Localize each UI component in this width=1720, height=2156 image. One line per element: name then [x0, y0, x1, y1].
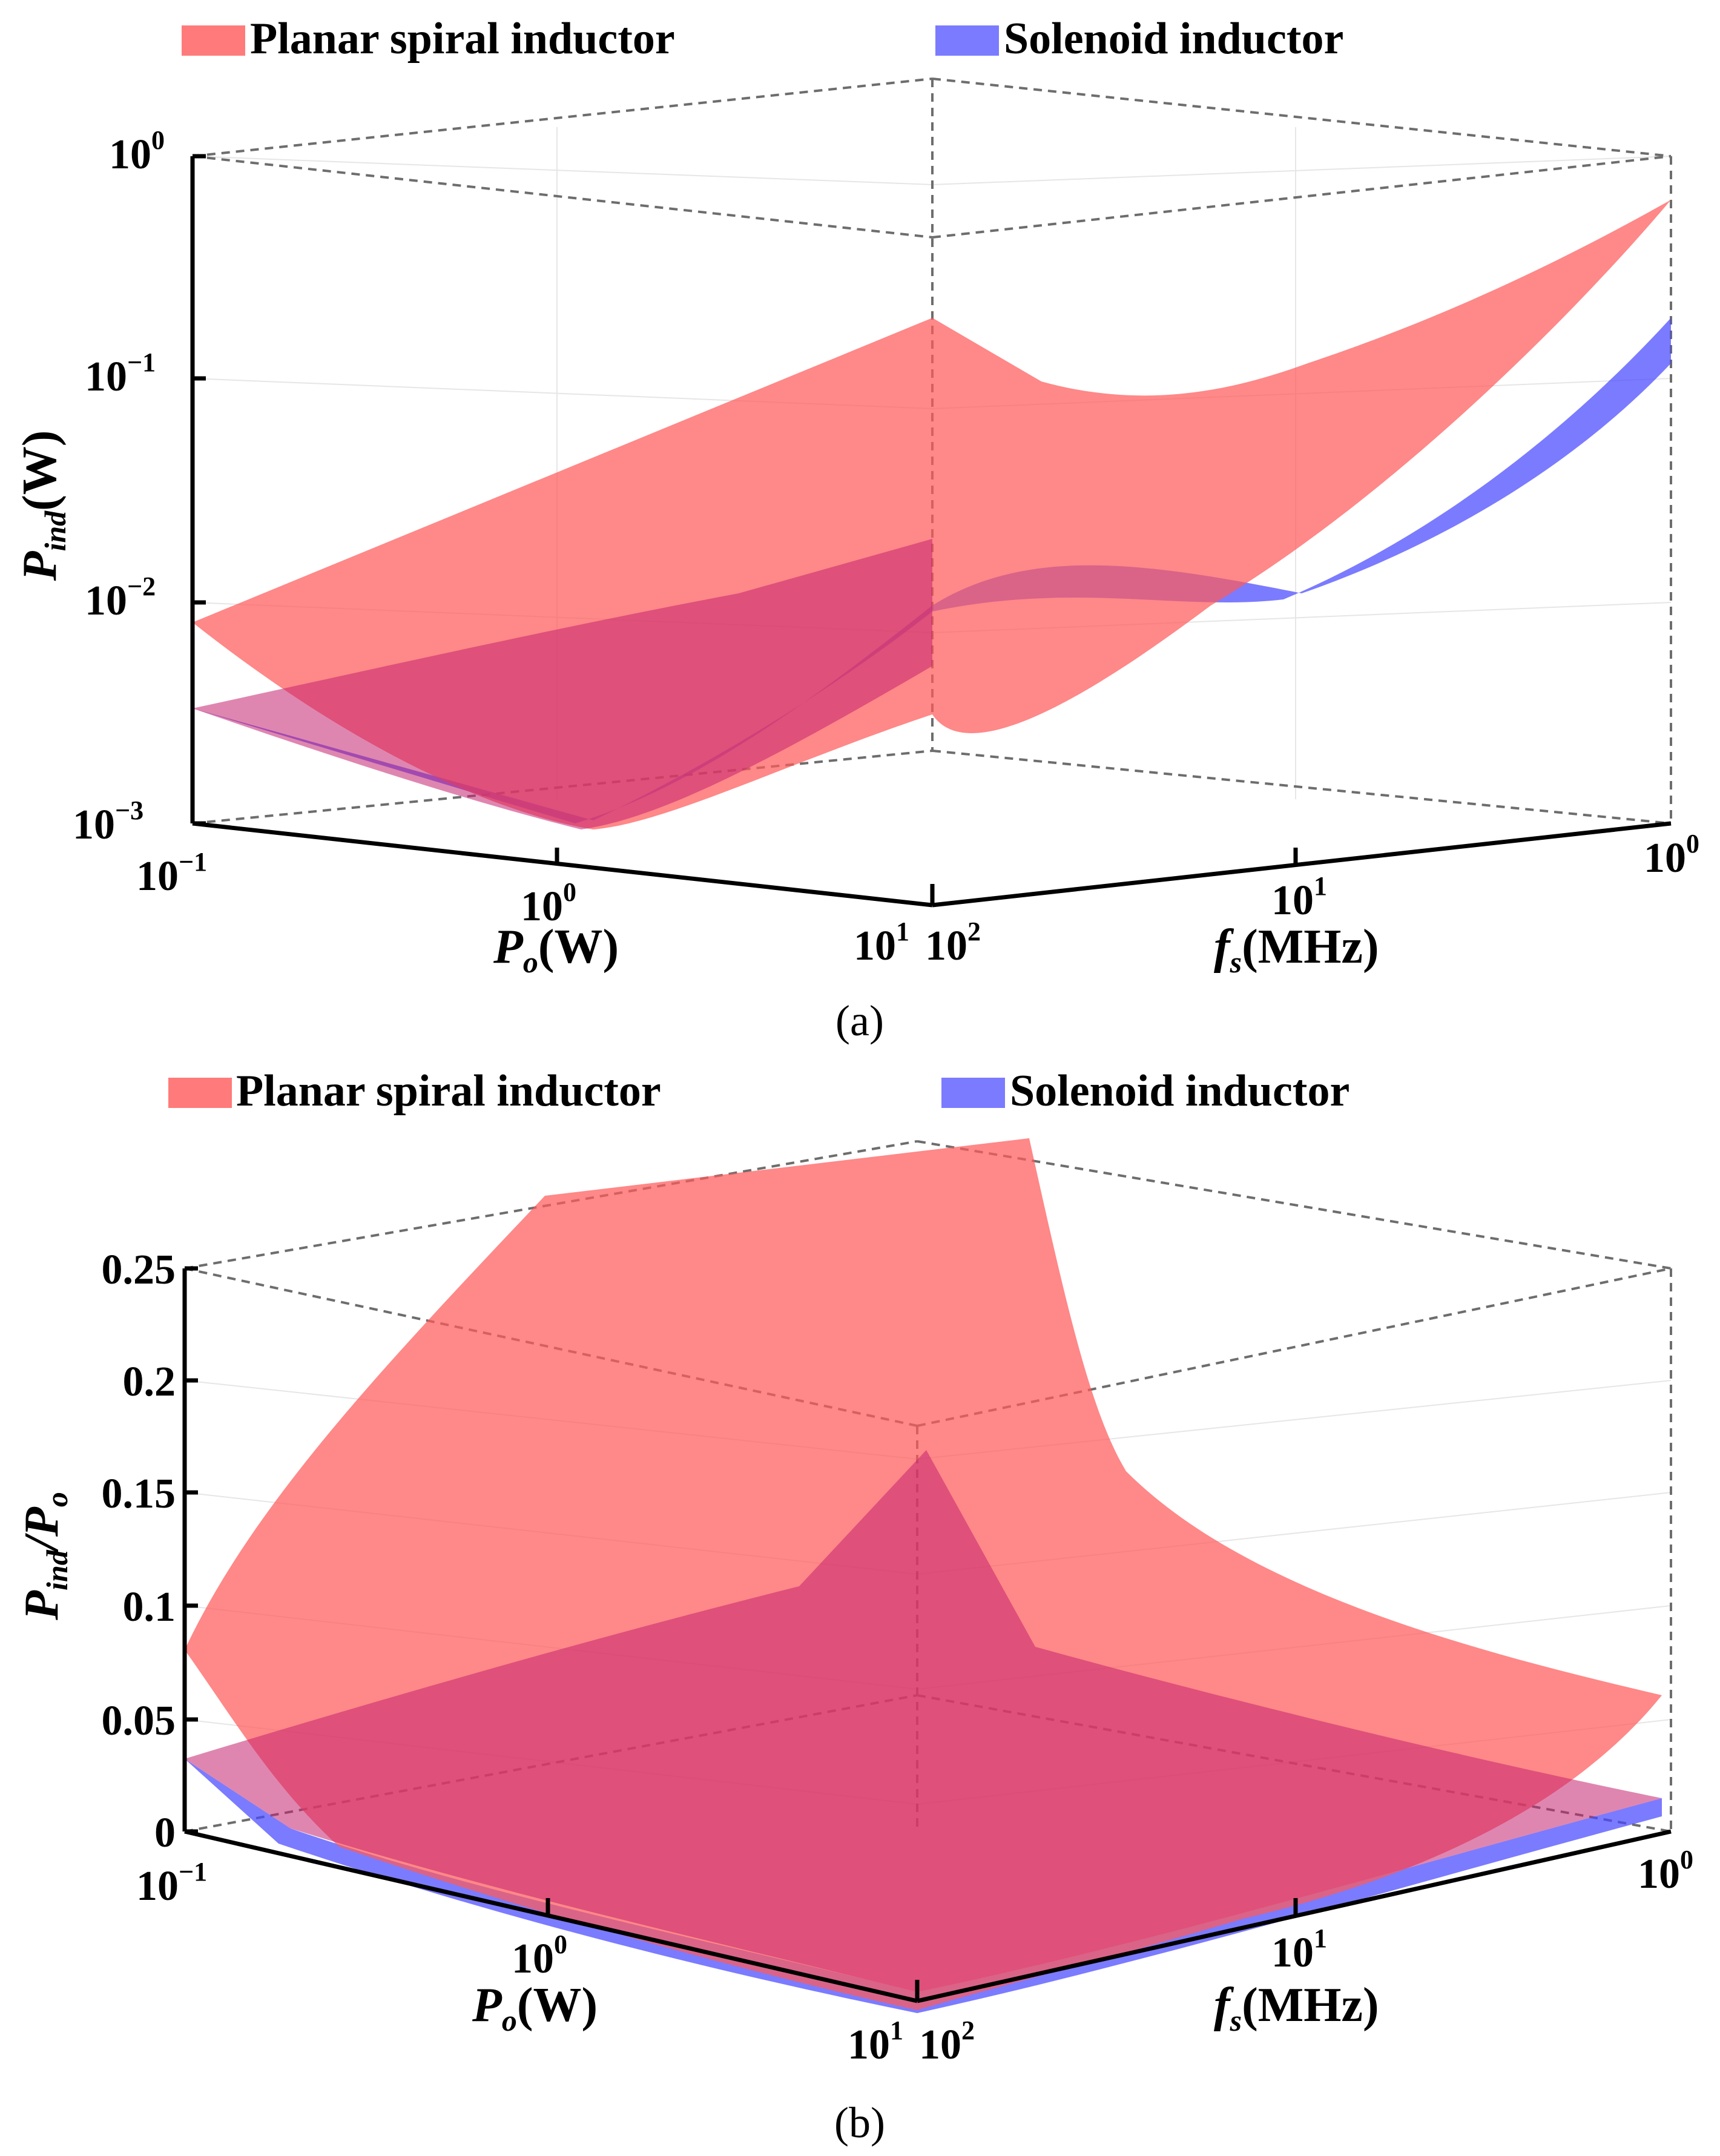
z-tick-a-0: 100	[109, 125, 165, 178]
surface-overlap-b	[185, 1450, 1662, 1992]
axes-b	[182, 1266, 1672, 2003]
y-tick-a-1: 101	[1271, 871, 1327, 924]
y-axis-label-a: fs(MHz)	[1214, 920, 1379, 979]
z-axis-label-b: Pind/Po	[15, 1492, 74, 1621]
z-tick-b-3: 0.1	[123, 1584, 176, 1630]
axes-a	[190, 154, 1672, 908]
z-tick-a-2: 10−2	[85, 572, 156, 624]
x-tick-a-0: 10−1	[136, 847, 207, 900]
legend-swatch-solenoid-a	[935, 25, 999, 56]
x-axis-label-b: Po(W)	[472, 1979, 598, 2037]
panel-b: Planar spiral inductor Solenoid inductor	[15, 1066, 1693, 2147]
z-tick-a-3: 10−3	[73, 796, 143, 848]
y-tick-a-2: 100	[1644, 829, 1699, 882]
surfaces-a	[193, 200, 1671, 829]
z-tick-b-2: 0.15	[102, 1471, 176, 1517]
legend-label-solenoid-a: Solenoid inductor	[1004, 14, 1343, 64]
z-tick-b-5: 0	[154, 1810, 176, 1856]
x-tick-b-0: 10−1	[136, 1857, 207, 1910]
x-tick-b-1: 100	[512, 1930, 567, 1982]
y-tick-a-0: 102	[925, 917, 981, 969]
legend-label-planar-a: Planar spiral inductor	[250, 14, 675, 64]
y-axis-label-b: fs(MHz)	[1214, 1979, 1379, 2037]
z-tick-b-1: 0.2	[123, 1359, 176, 1405]
legend-label-planar-b: Planar spiral inductor	[236, 1066, 661, 1116]
surfaces-b	[185, 1138, 1662, 2013]
z-axis-label-a: Pind(W)	[13, 430, 72, 582]
surface-overlap-a	[193, 539, 932, 829]
legend-swatch-planar-a	[182, 25, 245, 56]
x-tick-a-1: 100	[521, 877, 576, 930]
y-tick-b-2: 100	[1638, 1845, 1693, 1897]
panel-a: Planar spiral inductor Solenoid inductor	[13, 14, 1699, 1045]
x-tick-a-2: 101	[854, 917, 909, 969]
z-tick-b-4: 0.05	[102, 1698, 176, 1744]
caption-b: (b)	[834, 2098, 885, 2147]
legend-label-solenoid-b: Solenoid inductor	[1010, 1066, 1349, 1116]
legend-swatch-solenoid-b	[941, 1078, 1005, 1108]
legend-swatch-planar-b	[168, 1078, 232, 1108]
x-axis-label-a: Po(W)	[493, 920, 619, 979]
x-tick-b-2: 101	[848, 2016, 903, 2068]
y-tick-b-0: 102	[919, 2016, 975, 2068]
caption-a: (a)	[835, 997, 884, 1045]
z-tick-b-0: 0.25	[102, 1247, 176, 1293]
z-tick-a-1: 10−1	[85, 348, 156, 400]
y-tick-b-1: 101	[1271, 1924, 1327, 1976]
